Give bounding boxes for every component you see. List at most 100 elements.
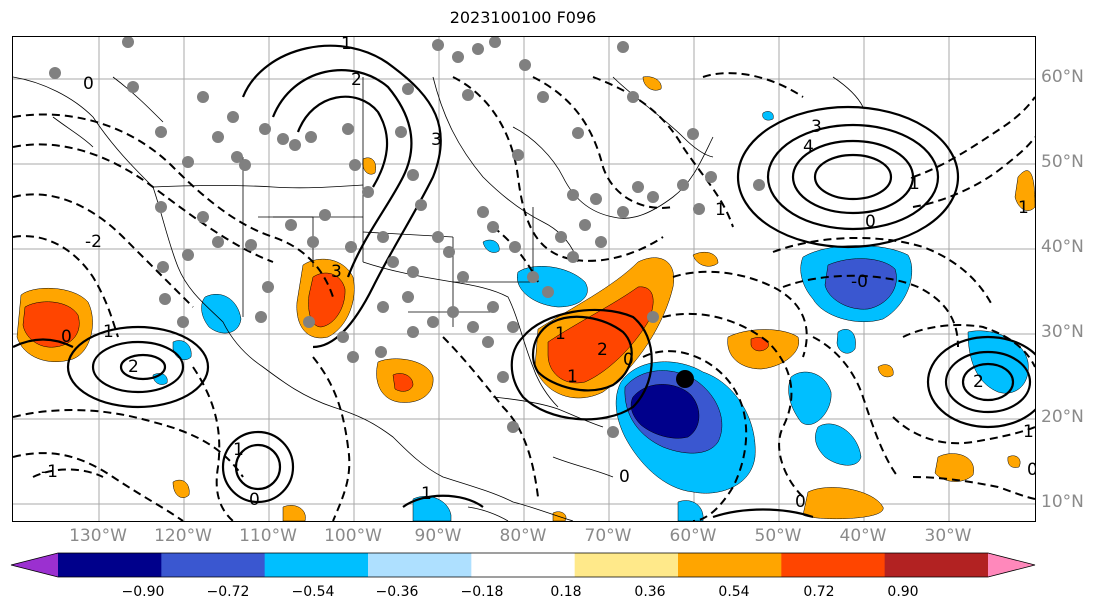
warm-region xyxy=(802,487,884,520)
lon-label: 100°W xyxy=(324,526,382,546)
warm-region xyxy=(1007,455,1021,468)
colorbar-tick: −0.54 xyxy=(291,584,335,600)
warm-core xyxy=(392,373,414,392)
colorbar-segment xyxy=(884,553,989,577)
lon-label: 50°W xyxy=(754,526,802,546)
cold-core xyxy=(824,258,897,310)
contour-labels: 0 1 2 3 4 2 0 1 -1 1 0 3 1 2 0 1 -2 3 0 … xyxy=(41,37,1035,512)
contour-label: 2 xyxy=(973,372,984,392)
colorbar-arrow-high xyxy=(988,553,1035,577)
contour-label: 3 xyxy=(331,262,342,282)
colorbar-segment xyxy=(368,553,472,577)
contour-label: 0 xyxy=(619,467,630,487)
colorbar-tick: 0.90 xyxy=(887,584,919,600)
warm-core xyxy=(750,337,769,352)
colorbar-tick: 0.36 xyxy=(634,584,666,600)
warm-region xyxy=(877,364,894,378)
contour-label: 1 xyxy=(1018,198,1029,218)
contour-label: 3 xyxy=(431,130,442,150)
lon-label: 130°W xyxy=(69,526,127,546)
colorbar-tick: −0.18 xyxy=(460,584,504,600)
map-panel: 0 1 2 3 4 2 0 1 -1 1 0 3 1 2 0 1 -2 3 0 … xyxy=(12,36,1036,522)
warm-core xyxy=(22,301,80,348)
lon-label: 40°W xyxy=(839,526,887,546)
contour-label: 2 xyxy=(128,357,139,377)
contour-label: 1 xyxy=(103,322,114,342)
cold-region xyxy=(836,329,856,354)
contour-label: 0 xyxy=(61,327,72,347)
lat-label: 30°N xyxy=(1041,322,1084,342)
contour-label: 1 xyxy=(715,200,726,220)
colorbar-segment xyxy=(58,553,162,577)
cold-region xyxy=(815,423,862,466)
lat-label: 60°N xyxy=(1041,67,1084,87)
colorbar-tick: 0.18 xyxy=(550,584,582,600)
lon-label: 60°W xyxy=(669,526,717,546)
contour-label: 2 xyxy=(597,340,608,360)
contour-label: 3 xyxy=(811,117,822,137)
contour-label: 0 xyxy=(865,212,876,232)
cold-region xyxy=(788,371,832,425)
colorbar-tick: −0.36 xyxy=(375,584,419,600)
warm-region xyxy=(692,252,719,267)
coastlines xyxy=(13,76,864,521)
contour-label: 1 xyxy=(233,440,244,460)
lat-label: 40°N xyxy=(1041,237,1084,257)
cold-region xyxy=(516,266,588,308)
contour-label: 1 xyxy=(1023,422,1034,442)
colorbar xyxy=(10,552,1036,578)
lon-label: 70°W xyxy=(584,526,632,546)
colorbar-segment xyxy=(574,553,679,577)
highlighted-point-marker xyxy=(676,370,694,388)
lon-label: 80°W xyxy=(499,526,547,546)
contour-label: -1 xyxy=(41,462,58,482)
contours xyxy=(13,44,1035,521)
contour-label: 1 xyxy=(341,37,352,54)
cold-region xyxy=(762,111,774,121)
contour-label: 0 xyxy=(249,490,260,510)
colorbar-tick: −0.90 xyxy=(121,584,165,600)
warm-core xyxy=(308,272,346,328)
contour-label: 1 xyxy=(421,484,432,504)
lon-label: 120°W xyxy=(154,526,212,546)
warm-region xyxy=(282,505,306,521)
cold-region xyxy=(677,500,704,521)
contour-label: 0 xyxy=(795,492,806,512)
cold-region xyxy=(172,340,192,360)
colorbar-tick: −0.72 xyxy=(206,584,250,600)
contour-label: 4 xyxy=(803,137,814,157)
contour-label: 1 xyxy=(909,174,920,194)
warm-region xyxy=(1014,170,1035,211)
contour-label: 1 xyxy=(567,367,578,387)
colorbar-segment xyxy=(678,553,782,577)
warm-region xyxy=(642,76,662,91)
contour-label: 0 xyxy=(83,74,94,94)
lon-label: 90°W xyxy=(414,526,462,546)
station-markers xyxy=(49,37,765,438)
colorbar-segment xyxy=(264,553,369,577)
contour-label: 0 xyxy=(1027,460,1035,480)
warm-core xyxy=(547,286,654,384)
colorbar-tick: 0.72 xyxy=(803,584,835,600)
cold-region xyxy=(482,239,500,253)
anomaly-fill xyxy=(16,76,1035,521)
colorbar-tick: 0.54 xyxy=(718,584,750,600)
contour-label: 0 xyxy=(623,350,634,370)
lat-label: 50°N xyxy=(1041,152,1084,172)
colorbar-segment xyxy=(161,553,266,577)
lon-label: 110°W xyxy=(239,526,297,546)
map-canvas: 0 1 2 3 4 2 0 1 -1 1 0 3 1 2 0 1 -2 3 0 … xyxy=(13,37,1035,521)
contour-label: 1 xyxy=(555,324,566,344)
cold-region xyxy=(412,496,452,521)
lon-label: 30°W xyxy=(924,526,972,546)
cold-region xyxy=(201,294,242,334)
lat-label: 20°N xyxy=(1041,407,1084,427)
colorbar-segments xyxy=(11,553,1035,577)
warm-region xyxy=(362,157,376,175)
contour-label: -0 xyxy=(851,272,868,292)
contour-label: 2 xyxy=(351,70,362,90)
lat-label: 10°N xyxy=(1041,492,1084,512)
colorbar-segment xyxy=(471,553,576,577)
contour-label: -2 xyxy=(85,232,102,252)
colorbar-segment xyxy=(781,553,886,577)
